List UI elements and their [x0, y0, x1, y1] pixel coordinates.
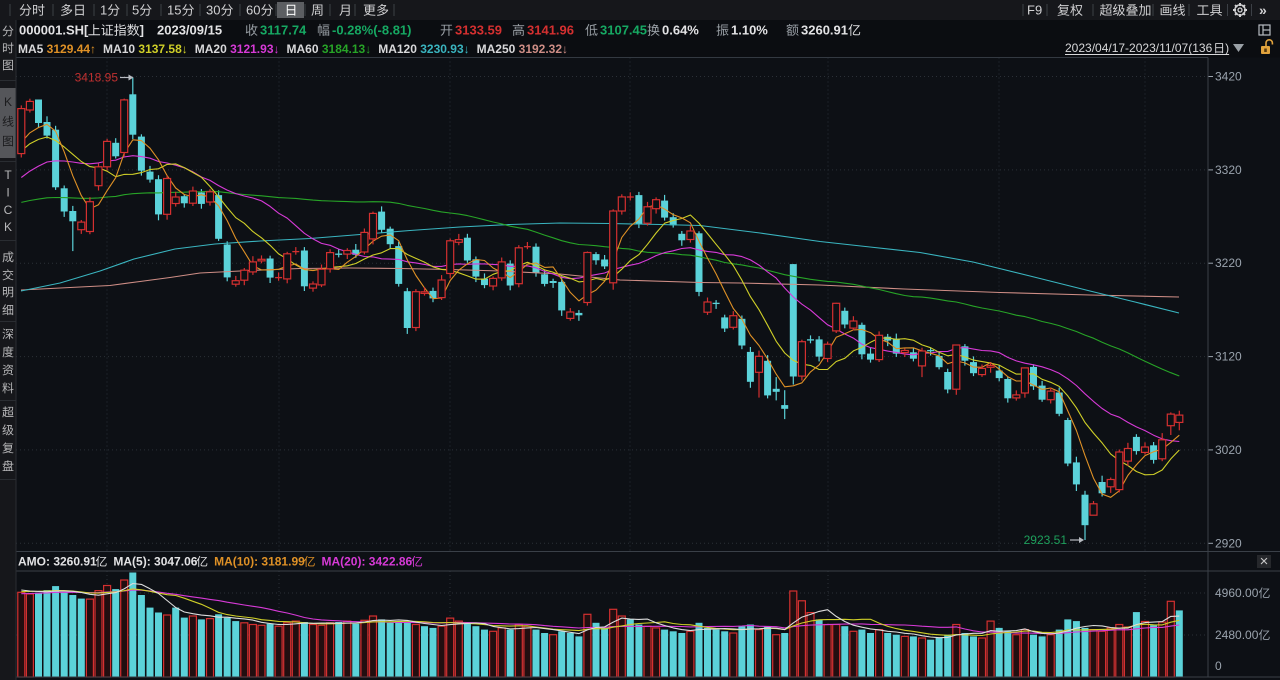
svg-text:): ) [1225, 41, 1229, 55]
svg-text:]: ] [140, 23, 144, 38]
svg-text:C: C [4, 203, 13, 217]
svg-text:3120: 3120 [1215, 350, 1242, 364]
svg-text:2023/04/17-2023/11/07(136: 2023/04/17-2023/11/07(136 [1065, 41, 1213, 55]
svg-text:30: 30 [206, 3, 220, 18]
svg-text:3220: 3220 [1215, 256, 1242, 270]
svg-text:3020: 3020 [1215, 443, 1242, 457]
svg-text:3121.93↓: 3121.93↓ [230, 42, 279, 56]
svg-text:3418.95: 3418.95 [75, 71, 119, 85]
svg-text:T: T [4, 168, 12, 182]
svg-text:MA60: MA60 [287, 42, 319, 56]
svg-text:60: 60 [246, 3, 260, 18]
svg-text:000001.SH[: 000001.SH[ [19, 23, 89, 38]
svg-text:0.64%: 0.64% [662, 23, 699, 38]
svg-text:»: » [1259, 2, 1267, 18]
svg-text:3129.44↑: 3129.44↑ [47, 42, 96, 56]
svg-text:3260.91: 3260.91 [801, 23, 848, 38]
svg-text:MA(10): 3181.99: MA(10): 3181.99 [214, 555, 305, 569]
svg-text:K: K [4, 220, 12, 234]
svg-text:3107.45: 3107.45 [600, 23, 647, 38]
svg-text:2480.00: 2480.00 [1215, 628, 1259, 642]
svg-text:×: × [1260, 553, 1269, 570]
svg-text:MA10: MA10 [103, 42, 135, 56]
svg-text:MA250: MA250 [477, 42, 516, 56]
svg-text:5: 5 [132, 3, 139, 18]
svg-text:2923.51: 2923.51 [1024, 533, 1068, 547]
svg-text:3117.74: 3117.74 [260, 23, 307, 38]
svg-text:MA5: MA5 [18, 42, 44, 56]
svg-text:2920: 2920 [1215, 536, 1242, 550]
svg-text:15: 15 [167, 3, 181, 18]
svg-text:3420: 3420 [1215, 70, 1242, 84]
svg-text:MA20: MA20 [195, 42, 227, 56]
svg-text:1.10%: 1.10% [731, 23, 768, 38]
svg-text:F9: F9 [1027, 3, 1042, 18]
svg-text:3320: 3320 [1215, 163, 1242, 177]
svg-text:4960.00: 4960.00 [1215, 586, 1259, 600]
svg-text:AMO: 3260.91: AMO: 3260.91 [18, 555, 97, 569]
svg-text:1: 1 [100, 3, 107, 18]
svg-text:K: K [4, 95, 12, 109]
svg-text:I: I [6, 186, 9, 200]
svg-text:MA120: MA120 [378, 42, 417, 56]
svg-text:-0.28%(-8.81): -0.28%(-8.81) [332, 23, 411, 38]
svg-text:3137.58↓: 3137.58↓ [138, 42, 187, 56]
svg-text:2023/09/15: 2023/09/15 [157, 23, 222, 38]
svg-text:3141.96: 3141.96 [527, 23, 574, 38]
svg-text:MA(5): 3047.06: MA(5): 3047.06 [113, 555, 197, 569]
svg-text:0: 0 [1215, 659, 1222, 673]
svg-text:3230.93↓: 3230.93↓ [420, 42, 469, 56]
svg-text:3184.13↓: 3184.13↓ [322, 42, 371, 56]
svg-text:MA(20): 3422.86: MA(20): 3422.86 [321, 555, 412, 569]
svg-text:3192.32↓: 3192.32↓ [519, 42, 568, 56]
svg-text:3133.59: 3133.59 [455, 23, 502, 38]
